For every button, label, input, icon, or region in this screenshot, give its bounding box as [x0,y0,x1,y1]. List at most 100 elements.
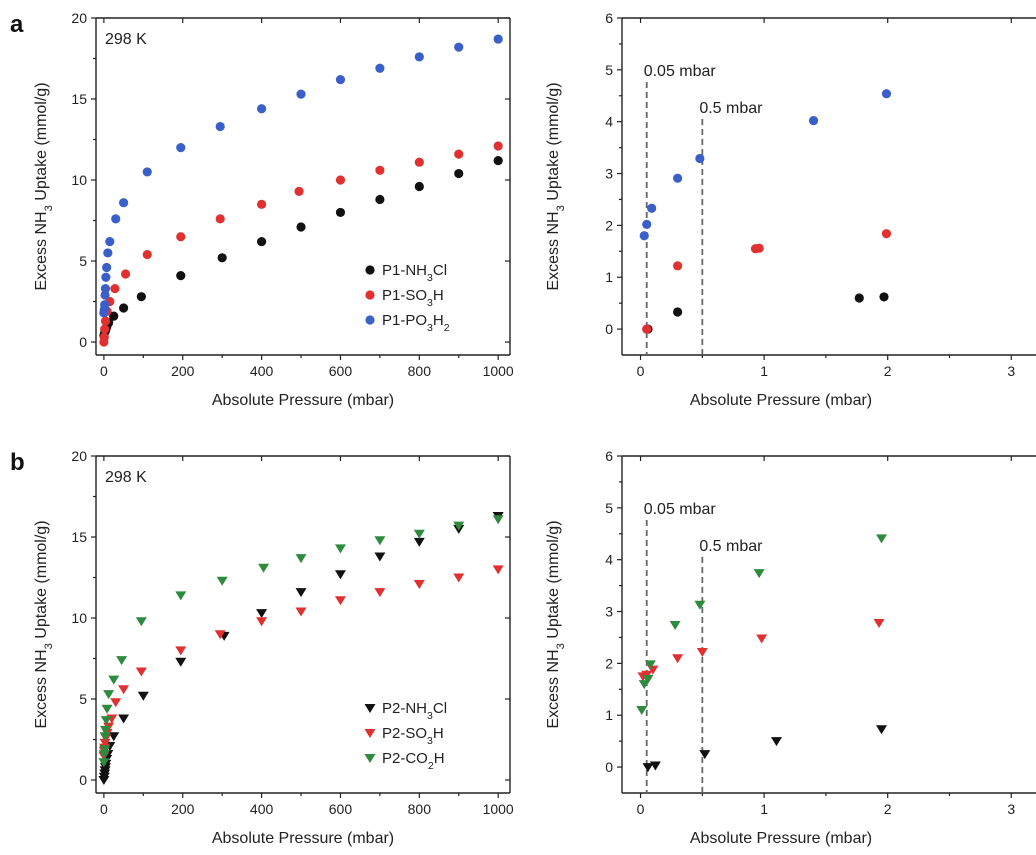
legend-marker [365,290,375,300]
chart-panel-b-main: 0 200 400 600 800 1000 0 5 10 15 20 Absolute Pressu… [10,448,514,847]
data-point [413,537,425,547]
x-tick-label: 3 [1007,363,1015,379]
data-point [119,303,129,313]
data-point [492,515,504,525]
data-point [647,203,657,213]
data-point [118,714,130,724]
data-point [217,253,227,263]
data-point [108,675,120,685]
data-point [413,529,425,539]
data-point [103,248,113,258]
y-axis-label: Excess NH3 Uptake (mmol/g) [33,82,55,290]
data-point [110,283,120,294]
legend-marker [365,265,375,275]
data-point [137,691,149,701]
data-point [854,293,864,303]
data-point [119,198,129,208]
data-point [101,704,113,714]
y-tick-label: 15 [71,91,87,107]
data-point [296,222,306,232]
data-point [118,685,130,695]
data-point [257,104,267,114]
data-point [673,261,683,271]
data-point [110,698,122,708]
y-tick-label: 3 [605,604,613,620]
y-axis-label: Excess NH3 Uptake (mmol/g) [33,520,55,728]
y-tick-label: 5 [605,500,613,516]
data-point [493,141,503,151]
data-point [98,758,110,768]
x-tick-label: 0 [100,801,108,817]
x-tick-label: 0 [637,801,645,817]
y-tick-label: 0 [605,759,613,775]
x-axis-label: Absolute Pressure (mbar) [212,392,394,409]
data-point [135,617,147,627]
x-tick-label: 3 [1007,801,1015,817]
data-point [454,149,464,159]
chart-panel-a-inset: 0 1 2 3 0 1 2 3 4 5 6 Absolute Pressure (mbar) Exces… [545,10,1036,409]
y-tick-label: 5 [79,253,87,269]
data-point [374,536,386,546]
x-tick-label: 600 [329,801,353,817]
data-point [753,569,765,579]
data-point [257,236,267,247]
data-point [649,761,661,771]
data-point [103,690,115,700]
data-point [120,269,131,279]
data-point [100,300,110,310]
x-tick-label: 1 [760,801,768,817]
data-point [99,725,111,735]
x-tick-label: 800 [408,801,432,817]
data-point [215,214,225,224]
x-axis-label: Absolute Pressure (mbar) [690,830,872,847]
data-point [770,737,782,747]
data-point [214,630,226,640]
data-point [644,660,656,670]
legend-label: P1-NH3Cl [382,262,447,284]
data-point [100,283,111,294]
y-tick-label: 2 [605,217,613,233]
data-point [669,621,681,631]
data-point [642,763,654,773]
data-point [642,674,654,684]
data-point [673,173,683,183]
series-2 [99,34,503,318]
x-tick-label: 800 [408,363,432,379]
reference-line-label: 0.05 mbar [644,501,717,518]
data-point [673,307,683,317]
x-tick-label: 200 [171,363,195,379]
y-tick-label: 4 [605,552,613,568]
data-point [111,214,121,224]
x-tick-label: 2 [884,801,892,817]
data-point [216,576,228,586]
data-point [256,609,268,619]
legend-label: P2-NH3Cl [382,700,447,722]
data-point [101,272,111,282]
data-point [215,121,225,132]
data-point [105,236,115,247]
x-tick-label: 1 [760,363,768,379]
series-0 [643,292,889,334]
data-point [808,116,819,126]
data-point [375,194,385,205]
reference-line-label: 0.5 mbar [699,100,763,117]
data-point [294,186,304,196]
data-point [699,750,711,760]
data-point [100,716,112,726]
data-point [257,199,267,209]
x-axis-label: Absolute Pressure (mbar) [690,392,872,409]
data-point [374,552,386,562]
x-tick-label: 1000 [483,363,514,379]
legend-marker [365,315,375,325]
data-point [414,157,424,167]
chart-panel-a-main: 0 200 400 600 800 1000 0 5 10 15 20 Absolute Pressu… [10,10,514,409]
data-point [175,657,187,667]
x-tick-label: 200 [171,801,195,817]
data-point [295,554,307,564]
y-tick-label: 3 [605,166,613,182]
data-point [142,249,152,260]
data-point [109,311,119,321]
data-point [414,181,424,192]
data-point [99,332,109,342]
data-point [375,63,385,73]
